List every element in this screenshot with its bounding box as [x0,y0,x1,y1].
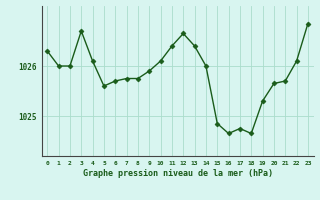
X-axis label: Graphe pression niveau de la mer (hPa): Graphe pression niveau de la mer (hPa) [83,169,273,178]
